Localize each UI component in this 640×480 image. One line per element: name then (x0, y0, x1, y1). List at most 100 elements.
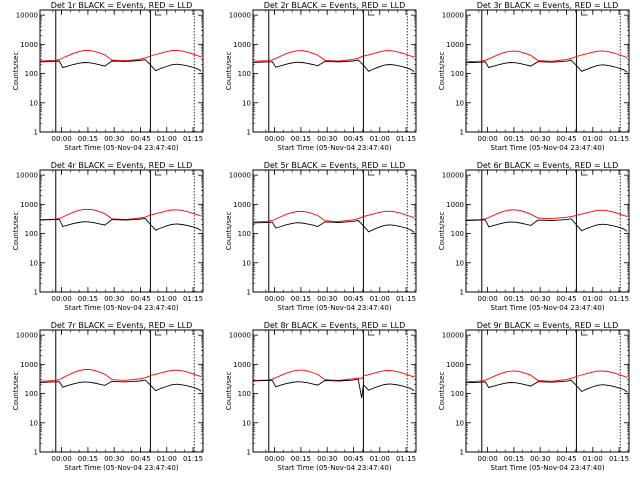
x-tick-label: 00:00 (52, 295, 72, 303)
x-tick-label: 00:45 (343, 295, 363, 303)
y-tick-label: 10000 (16, 332, 38, 340)
y-tick-label: 10 (455, 99, 464, 107)
y-tick-label: 1000 (233, 41, 251, 49)
x-tick-label: 00:15 (78, 295, 98, 303)
x-axis-label: Start Time (05-Nov-04 23:47:40) (64, 304, 178, 312)
x-tick-label: 00:45 (343, 135, 363, 143)
series-events-line (465, 379, 628, 393)
x-axis-label: Start Time (05-Nov-04 23:47:40) (277, 304, 391, 312)
series-lld-line (39, 368, 202, 382)
chart-title: Det 7r BLACK = Events, RED = LLD (51, 321, 193, 330)
x-tick-label: 00:45 (556, 295, 576, 303)
y-tick-label: 10000 (16, 172, 38, 180)
detector-panel: Det 4r BLACK = Events, RED = LLD 1 10 100 10… (0, 160, 213, 320)
chart-svg: Det 1r BLACK = Events, RED = LLD 1 10 100 10… (12, 1, 204, 152)
plot-frame (39, 169, 204, 293)
detector-panel: Det 7r BLACK = Events, RED = LLD 1 10 100 10… (0, 320, 213, 480)
x-axis-label: Start Time (05-Nov-04 23:47:40) (64, 144, 178, 152)
x-tick-label: 01:15 (183, 295, 203, 303)
y-axis-label: Counts/sec (225, 52, 233, 91)
series-lld-line (252, 50, 415, 62)
y-tick-label: 1 (34, 289, 38, 297)
y-axis-label: Counts/sec (438, 52, 446, 91)
y-axis-label: Counts/sec (12, 52, 20, 91)
x-axis-label: Start Time (05-Nov-04 23:47:40) (277, 464, 391, 472)
x-tick-label: 01:00 (157, 135, 177, 143)
chart-title: Det 8r BLACK = Events, RED = LLD (264, 321, 406, 330)
series-lld-line (465, 209, 628, 221)
y-axis-label: Counts/sec (438, 372, 446, 411)
x-tick-label: 00:00 (478, 295, 498, 303)
detector-panel: Det 9r BLACK = Events, RED = LLD 1 10 100 10… (426, 320, 639, 480)
x-tick-label: 00:15 (504, 295, 524, 303)
y-tick-label: 1 (460, 129, 464, 137)
x-tick-label: 00:00 (52, 455, 72, 463)
y-tick-label: 1000 (446, 41, 464, 49)
series-lld-line (252, 369, 415, 381)
detector-panel: Det 5r BLACK = Events, RED = LLD 1 10 100 10… (213, 160, 426, 320)
chart-title: Det 2r BLACK = Events, RED = LLD (264, 1, 406, 10)
detector-panel: Det 2r BLACK = Events, RED = LLD 1 10 100 10… (213, 0, 426, 160)
x-tick-label: 00:15 (504, 455, 524, 463)
x-axis-label: Start Time (05-Nov-04 23:47:40) (490, 144, 604, 152)
x-axis-label: Start Time (05-Nov-04 23:47:40) (490, 464, 604, 472)
y-tick-label: 10000 (229, 12, 251, 20)
x-tick-label: 01:15 (609, 455, 629, 463)
chart-svg: Det 3r BLACK = Events, RED = LLD 1 10 100 10… (438, 1, 630, 152)
y-tick-label: 100 (451, 230, 464, 238)
series-events-line (465, 218, 628, 232)
y-tick-label: 1000 (446, 201, 464, 209)
series-lld-line (465, 370, 628, 383)
flag-marker (368, 331, 375, 336)
y-tick-label: 1 (247, 129, 251, 137)
y-tick-label: 1000 (446, 361, 464, 369)
x-tick-label: 00:30 (317, 295, 337, 303)
series-events-line (252, 59, 415, 73)
y-tick-label: 10000 (16, 12, 38, 20)
x-tick-label: 00:30 (317, 455, 337, 463)
y-axis-label: Counts/sec (12, 372, 20, 411)
x-tick-label: 00:30 (530, 455, 550, 463)
x-tick-label: 01:15 (183, 135, 203, 143)
x-tick-label: 01:00 (370, 135, 390, 143)
y-tick-label: 1 (34, 449, 38, 457)
y-axis-label: Counts/sec (225, 372, 233, 411)
chart-svg: Det 8r BLACK = Events, RED = LLD 1 10 100 10… (225, 321, 417, 472)
y-tick-label: 1000 (20, 41, 38, 49)
detector-panel: Det 3r BLACK = Events, RED = LLD 1 10 100 10… (426, 0, 639, 160)
y-tick-label: 1 (34, 129, 38, 137)
y-tick-label: 10 (242, 259, 251, 267)
chart-svg: Det 9r BLACK = Events, RED = LLD 1 10 100 10… (438, 321, 630, 472)
chart-svg: Det 4r BLACK = Events, RED = LLD 1 10 100 10… (12, 161, 204, 312)
x-tick-label: 00:15 (504, 135, 524, 143)
x-tick-label: 00:30 (530, 295, 550, 303)
x-tick-label: 00:30 (317, 135, 337, 143)
chart-svg: Det 6r BLACK = Events, RED = LLD 1 10 100 10… (438, 161, 630, 312)
chart-title: Det 5r BLACK = Events, RED = LLD (264, 161, 406, 170)
x-tick-label: 00:00 (478, 455, 498, 463)
y-tick-label: 10000 (442, 172, 464, 180)
plot-frame (39, 9, 204, 133)
x-tick-label: 01:15 (609, 295, 629, 303)
x-tick-label: 01:00 (583, 455, 603, 463)
x-tick-label: 01:00 (157, 295, 177, 303)
x-tick-label: 00:30 (104, 135, 124, 143)
chart-svg: Det 2r BLACK = Events, RED = LLD 1 10 100 10… (225, 1, 417, 152)
y-tick-label: 1000 (20, 361, 38, 369)
series-lld-line (39, 208, 202, 221)
y-tick-label: 10 (242, 419, 251, 427)
x-tick-label: 00:45 (130, 295, 150, 303)
y-tick-label: 10000 (229, 172, 251, 180)
chart-title: Det 3r BLACK = Events, RED = LLD (477, 1, 619, 10)
y-tick-label: 100 (238, 70, 251, 78)
chart-svg: Det 5r BLACK = Events, RED = LLD 1 10 100 10… (225, 161, 417, 312)
x-axis-label: Start Time (05-Nov-04 23:47:40) (490, 304, 604, 312)
flag-marker (155, 331, 162, 336)
y-tick-label: 10 (455, 419, 464, 427)
plot-frame (252, 9, 417, 133)
y-tick-label: 100 (25, 70, 38, 78)
chart-title: Det 4r BLACK = Events, RED = LLD (51, 161, 193, 170)
x-tick-label: 01:00 (583, 135, 603, 143)
x-tick-label: 01:15 (396, 295, 416, 303)
